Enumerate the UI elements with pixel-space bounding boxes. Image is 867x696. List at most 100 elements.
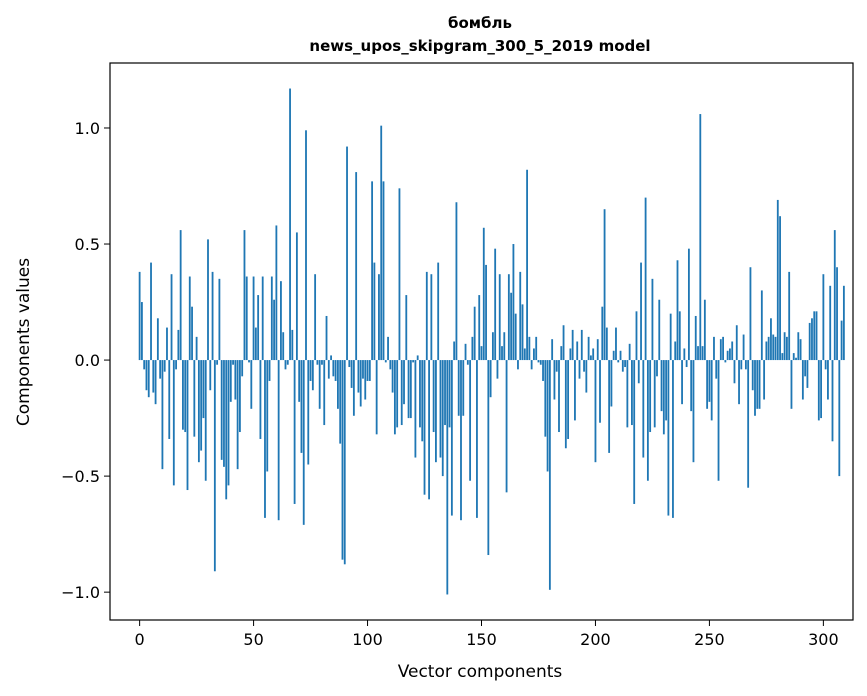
bar xyxy=(790,360,793,409)
bar xyxy=(295,232,298,361)
bar xyxy=(252,276,255,361)
bar xyxy=(368,360,371,381)
bar xyxy=(574,360,576,421)
bar xyxy=(491,332,494,361)
bar xyxy=(346,146,348,361)
bar xyxy=(619,350,622,361)
bar xyxy=(674,341,677,361)
bar xyxy=(612,350,615,361)
bar xyxy=(690,360,693,412)
bar xyxy=(352,360,355,416)
bar xyxy=(599,360,601,423)
bar xyxy=(708,360,711,402)
bar xyxy=(218,278,221,361)
bar xyxy=(245,276,248,361)
bar xyxy=(820,360,822,419)
bar xyxy=(257,295,260,361)
y-axis-label: Components values xyxy=(14,258,34,426)
bar xyxy=(300,360,303,453)
bar xyxy=(460,360,462,521)
bar xyxy=(259,360,262,439)
bar xyxy=(437,262,440,361)
bar xyxy=(624,360,626,368)
bar xyxy=(836,267,838,361)
bar xyxy=(375,360,378,435)
bar xyxy=(601,306,604,361)
bar xyxy=(371,181,374,361)
bar xyxy=(519,271,522,361)
bar xyxy=(669,313,672,361)
bar xyxy=(179,230,182,361)
bar xyxy=(453,341,456,361)
y-tick-label: −1.0 xyxy=(61,583,100,602)
bar xyxy=(152,360,155,393)
bar xyxy=(717,360,720,481)
bar xyxy=(503,332,506,361)
bar xyxy=(731,341,734,361)
bar xyxy=(211,271,214,361)
y-tick-label: 0.5 xyxy=(75,235,100,254)
bar xyxy=(560,346,563,361)
bar xyxy=(510,292,513,361)
bar xyxy=(660,360,663,412)
bar xyxy=(514,313,517,361)
x-tick-label: 150 xyxy=(466,630,497,649)
bar xyxy=(471,336,474,361)
bar xyxy=(166,327,168,361)
bar xyxy=(713,336,715,361)
bar xyxy=(207,239,209,361)
bar xyxy=(512,244,515,361)
bar xyxy=(161,360,164,470)
bar xyxy=(576,341,579,361)
bar xyxy=(840,320,843,361)
bar xyxy=(608,360,611,453)
bar xyxy=(266,360,269,472)
bar xyxy=(589,355,592,361)
bar xyxy=(726,350,729,361)
bar xyxy=(261,276,264,361)
bar xyxy=(692,360,695,463)
bar xyxy=(555,360,558,372)
x-axis-ticks: 0 50 100 150 200 250 300 xyxy=(135,620,839,649)
bar xyxy=(553,360,556,400)
bar xyxy=(535,336,538,361)
bar xyxy=(277,360,280,521)
bar xyxy=(526,169,528,361)
bar xyxy=(498,274,501,361)
bar xyxy=(729,348,731,361)
bar xyxy=(191,306,193,361)
bar xyxy=(325,315,328,361)
chart-title-line-2: news_upos_skipgram_300_5_2019 model xyxy=(309,37,650,55)
bar xyxy=(229,360,232,402)
bar xyxy=(193,360,196,437)
bar xyxy=(154,360,157,405)
bar xyxy=(569,348,572,361)
x-tick-label: 250 xyxy=(694,630,725,649)
bar xyxy=(776,199,779,361)
bar xyxy=(842,285,845,361)
y-axis-ticks: −1.0 −0.5 0.0 0.5 1.0 xyxy=(61,119,110,602)
bar xyxy=(685,360,688,368)
bar xyxy=(542,360,544,381)
bar xyxy=(359,360,362,407)
bar xyxy=(311,360,314,391)
bar xyxy=(838,360,841,477)
bar xyxy=(316,360,319,365)
bar xyxy=(364,360,367,400)
bar xyxy=(626,360,629,428)
bar xyxy=(797,332,800,361)
x-tick-label: 200 xyxy=(580,630,611,649)
bar xyxy=(633,360,636,504)
bar xyxy=(580,329,583,361)
bar xyxy=(605,327,608,361)
bar xyxy=(665,360,668,421)
bar xyxy=(831,360,834,442)
bar xyxy=(416,355,419,361)
bar xyxy=(642,360,645,458)
bar-series xyxy=(138,88,845,595)
bar xyxy=(159,360,162,379)
bar xyxy=(621,360,624,372)
bar xyxy=(289,88,291,361)
bar xyxy=(833,230,836,361)
bar xyxy=(758,360,761,409)
